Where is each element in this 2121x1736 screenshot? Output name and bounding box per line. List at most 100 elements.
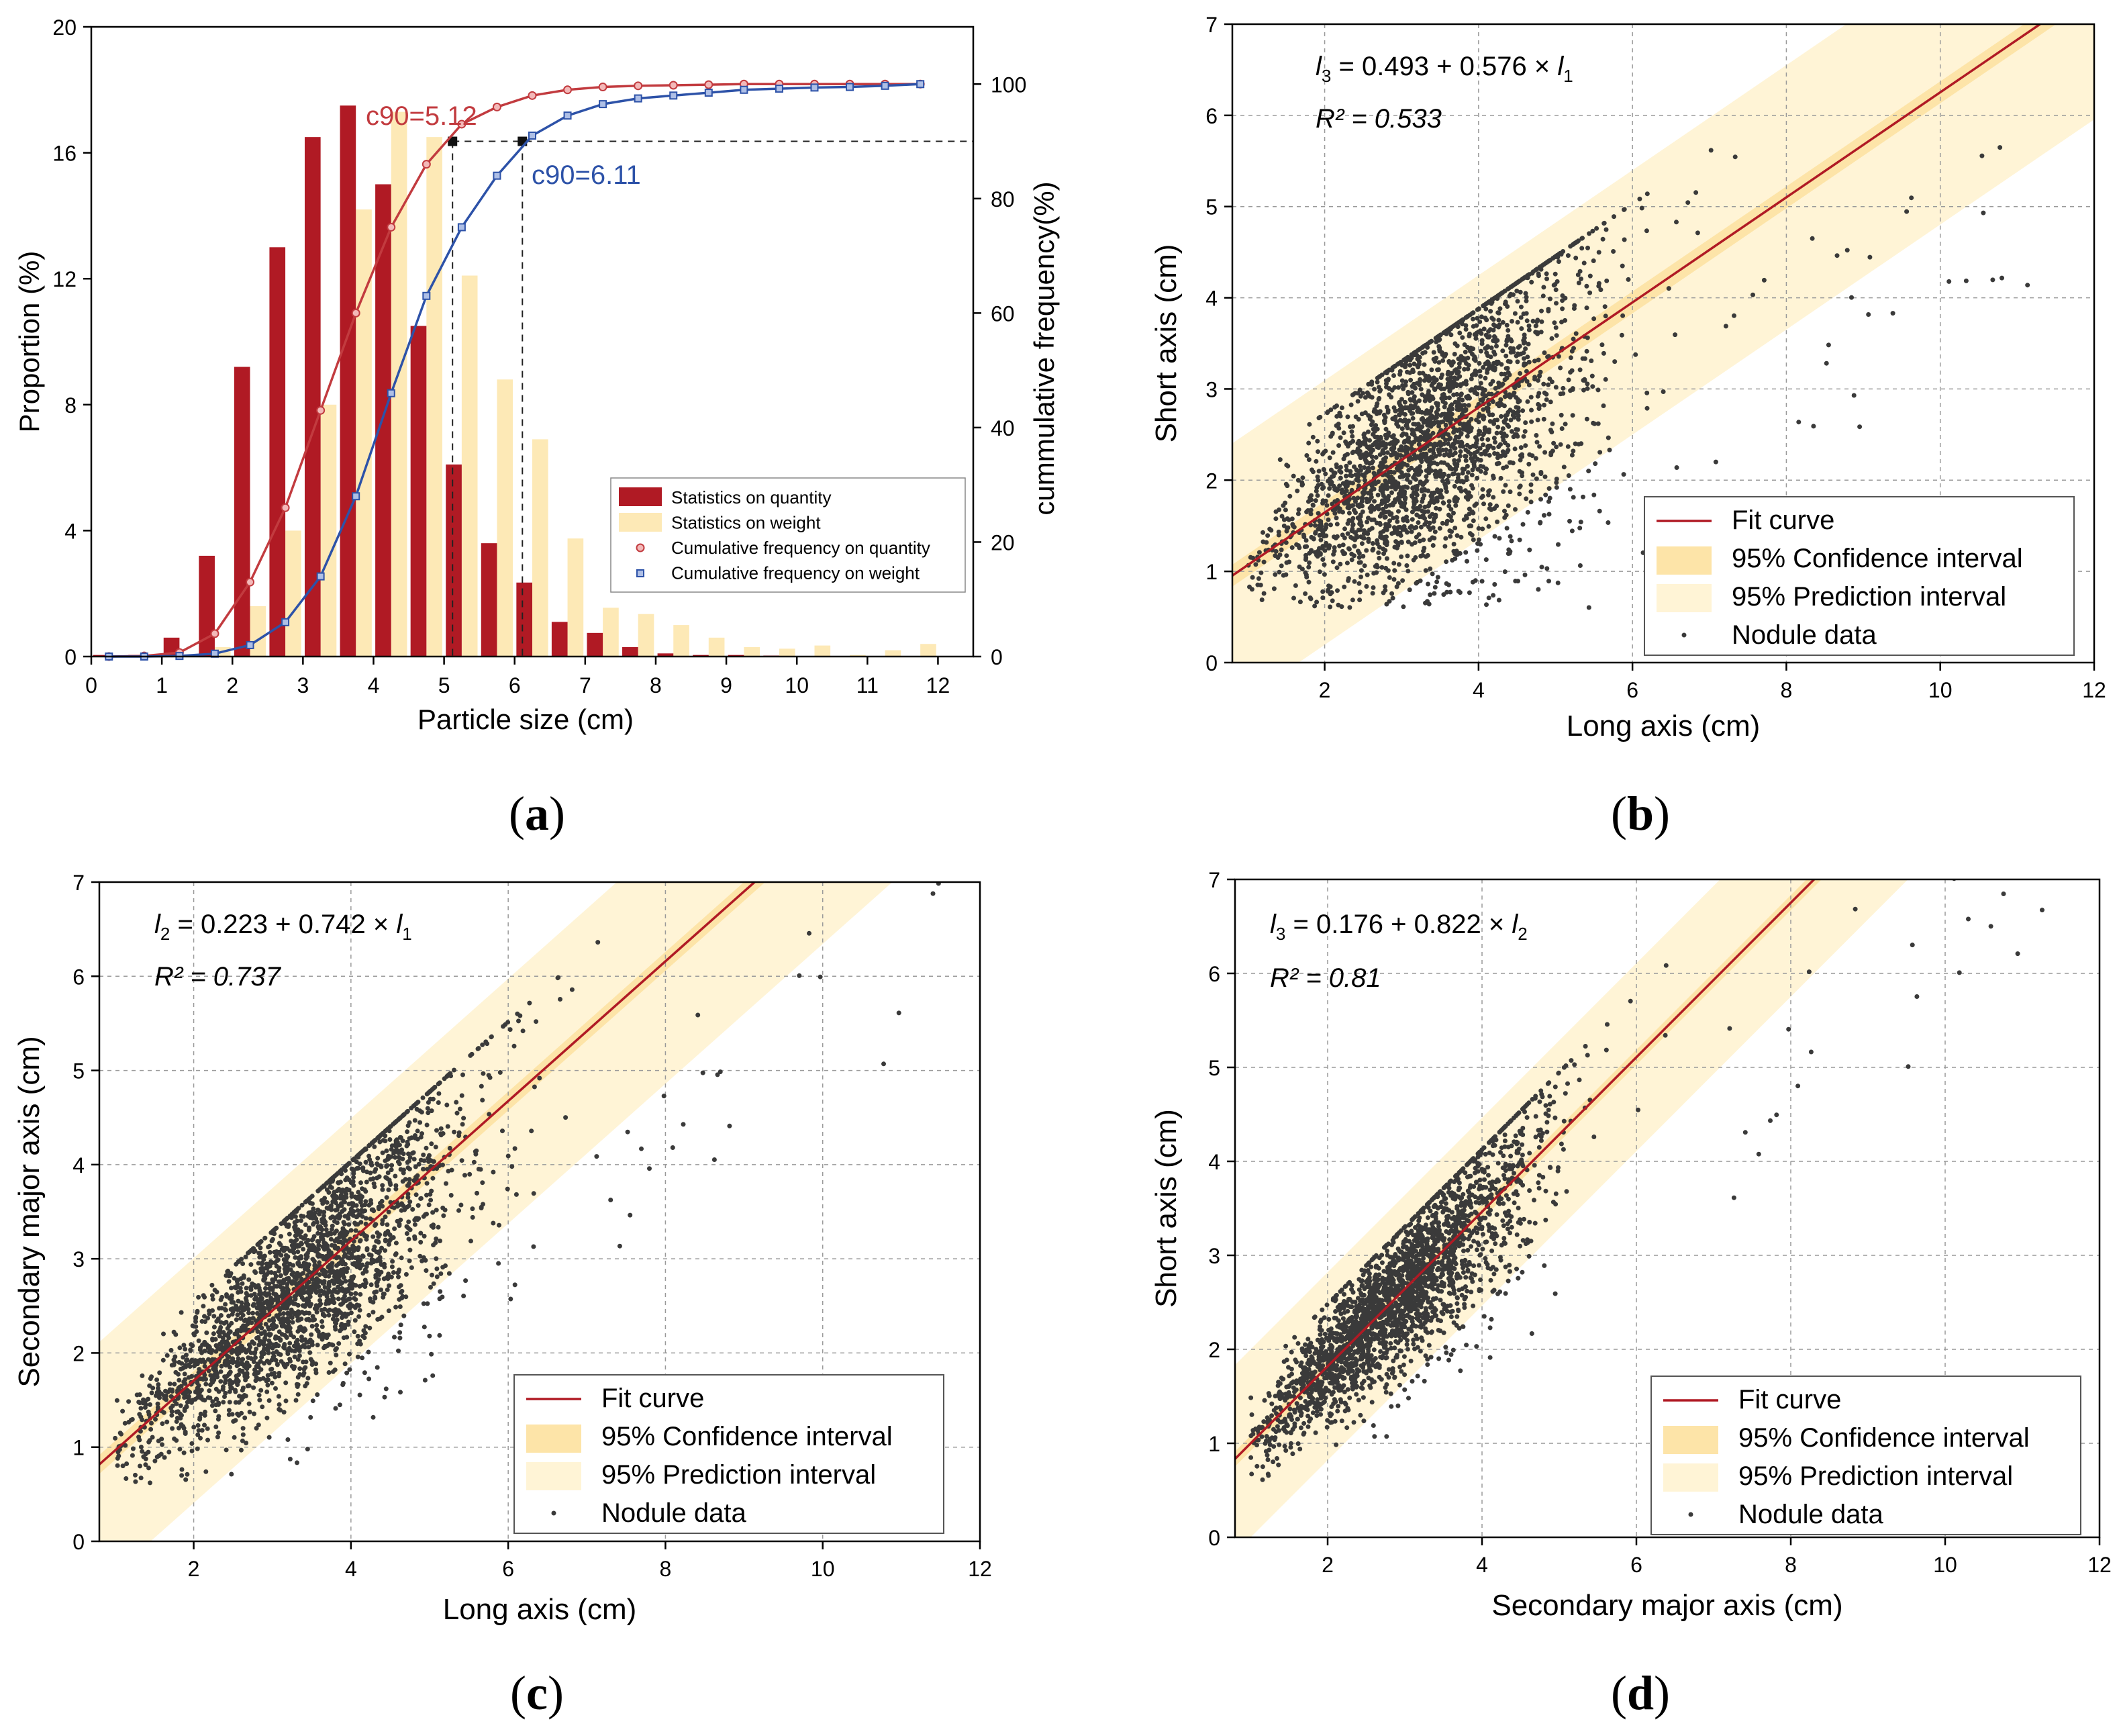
eq-lhs-sub: 2 — [160, 924, 170, 944]
cumulative-curve — [109, 83, 921, 658]
legend-swatch-confidence — [1663, 1426, 1718, 1454]
y-tick-label: 5 — [72, 1059, 85, 1083]
x-tick-label: 7 — [579, 673, 591, 697]
bar-weight — [673, 625, 689, 657]
legend-label: Fit curve — [601, 1384, 704, 1413]
bar-weight — [885, 650, 901, 657]
x-tick-label: 2 — [226, 673, 238, 697]
y-tick-label: 0 — [72, 1530, 85, 1554]
eq-rhs-sub: 1 — [1563, 66, 1573, 86]
legend-label: 95% Confidence interval — [601, 1422, 893, 1451]
cum-weight-point — [422, 291, 431, 300]
eq-body: = 0.493 + 0.576 × — [1331, 52, 1557, 81]
y-tick-label: 1 — [1205, 560, 1218, 584]
y-tick-label: 1 — [72, 1436, 85, 1460]
x-tick-label: 12 — [968, 1557, 992, 1581]
eq-rhs-sub: 1 — [402, 924, 411, 944]
y2-tick-label: 20 — [991, 530, 1015, 554]
bar-weight — [461, 275, 478, 657]
cum-quantity-point — [563, 85, 573, 95]
x-tick-label: 12 — [2087, 1553, 2112, 1577]
plot-area — [1232, 24, 2094, 663]
x-tick-label: 4 — [345, 1557, 357, 1581]
bar-quantity — [622, 646, 638, 657]
legend-swatch-prediction — [526, 1462, 581, 1490]
plot-frame — [90, 26, 975, 658]
eq-rhs-var: l — [396, 910, 403, 939]
y2-tick-label: 80 — [991, 187, 1015, 211]
legend-marker-cum-weight — [636, 569, 644, 577]
bar-quantity — [481, 543, 497, 657]
y2-tick-label: 0 — [991, 645, 1003, 669]
fit-equation: l3 = 0.176 + 0.822 × l2 — [1270, 910, 1528, 944]
panel-label-b: (b) — [1611, 787, 1670, 840]
eq-rhs-var: l — [1512, 910, 1518, 939]
bar-weight — [285, 530, 301, 657]
cum-weight-point — [775, 85, 783, 93]
eq-lhs-var: l — [1270, 910, 1277, 939]
cum-weight-point — [704, 89, 713, 97]
legend-label: 95% Confidence interval — [1738, 1423, 2030, 1453]
bar-weight — [426, 137, 442, 657]
cum-quantity-point — [351, 308, 360, 318]
cum-weight-point — [493, 171, 501, 180]
bar-weight — [814, 645, 831, 657]
legend-swatch-quantity — [619, 487, 662, 506]
y-tick-label: 12 — [52, 267, 77, 291]
cum-weight-point — [846, 83, 854, 91]
cum-quantity-point — [281, 503, 290, 512]
legend-marker-cum-quantity — [636, 543, 645, 552]
c90-weight-label: c90=6.11 — [532, 160, 641, 190]
x-tick-label: 6 — [1626, 678, 1638, 702]
legend-marker-data — [551, 1510, 556, 1516]
legend-swatch-weight — [619, 513, 662, 532]
y-tick-label: 4 — [1205, 287, 1218, 311]
y2-tick-label: 100 — [991, 73, 1026, 97]
x-tick-label: 1 — [156, 673, 168, 697]
cum-quantity-point — [704, 80, 713, 89]
legend-box — [1650, 1376, 2081, 1535]
x-axis-title: Long axis (cm) — [443, 1593, 637, 1626]
x-tick-label: 8 — [1785, 1553, 1797, 1577]
x-tick-label: 2 — [1322, 1553, 1334, 1577]
bar-weight — [320, 404, 337, 657]
y-tick-label: 6 — [1205, 104, 1218, 128]
fit-equation: l2 = 0.223 + 0.742 × l1 — [154, 910, 412, 944]
bar-quantity — [340, 105, 356, 657]
x-tick-label: 4 — [368, 673, 380, 697]
legend-marker-data — [1681, 632, 1687, 638]
fit-line — [99, 882, 756, 1465]
y-tick-label: 4 — [64, 519, 77, 543]
y-axis-title: Proportion (%) — [13, 251, 45, 433]
cum-weight-point — [528, 132, 536, 140]
y-tick-label: 20 — [52, 15, 77, 40]
cum-quantity-point — [528, 91, 537, 100]
legend-swatch-prediction — [1663, 1463, 1718, 1492]
cum-quantity-point — [457, 119, 466, 129]
cum-quantity-point — [492, 102, 501, 111]
eq-lhs-sub: 3 — [1276, 924, 1285, 944]
fit-line — [1235, 879, 1816, 1460]
y-tick-label: 4 — [72, 1153, 85, 1177]
panel-label-d: (d) — [1611, 1666, 1670, 1720]
cum-weight-point — [246, 640, 254, 649]
eq-rhs-var: l — [1557, 52, 1564, 81]
y-tick-label: 2 — [1208, 1338, 1220, 1362]
plot-frame — [98, 881, 981, 1543]
bar-quantity — [446, 464, 462, 657]
bar-weight — [567, 538, 584, 657]
x-tick-label: 2 — [1319, 678, 1331, 702]
r-squared: R² = 0.81 — [1270, 963, 1381, 993]
cum-weight-point — [916, 80, 925, 89]
bar-quantity — [234, 367, 250, 657]
y-axis-title: Secondary major axis (cm) — [13, 1036, 46, 1387]
bar-quantity — [410, 326, 427, 657]
cum-quantity-point — [669, 81, 678, 90]
bar-quantity — [269, 247, 286, 657]
y2-tick-label: 60 — [991, 301, 1015, 326]
y-tick-label: 7 — [1205, 13, 1218, 37]
bar-weight — [708, 637, 725, 657]
